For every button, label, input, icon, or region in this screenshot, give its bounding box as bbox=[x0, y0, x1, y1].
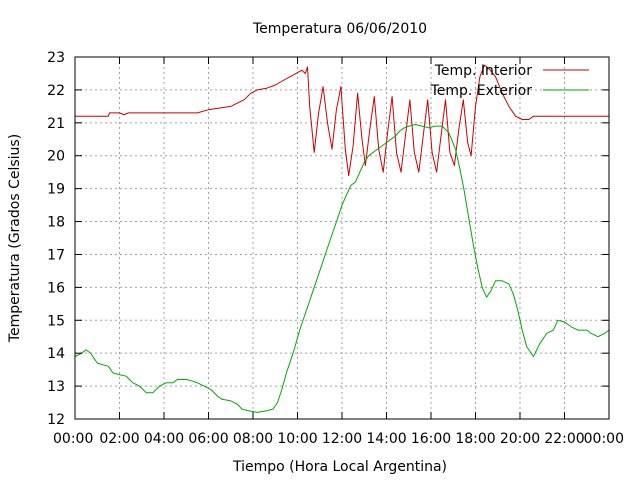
x-tick-label: 18:00 bbox=[455, 431, 495, 447]
y-tick-label: 19 bbox=[47, 182, 65, 198]
y-tick-label: 14 bbox=[47, 346, 65, 362]
x-tick-label: 00:00 bbox=[53, 431, 93, 447]
y-tick-label: 12 bbox=[47, 412, 65, 428]
y-tick-label: 21 bbox=[47, 116, 65, 132]
x-tick-label: 20:00 bbox=[500, 431, 540, 447]
series-line-interior bbox=[75, 64, 609, 176]
x-tick-label: 16:00 bbox=[411, 431, 451, 447]
x-tick-label: 04:00 bbox=[144, 431, 184, 447]
chart-title: Temperatura 06/06/2010 bbox=[252, 21, 427, 37]
y-tick-label: 22 bbox=[47, 83, 65, 99]
x-tick-label: 14:00 bbox=[366, 431, 406, 447]
x-tick-label: 22:00 bbox=[544, 431, 584, 447]
y-tick-label: 23 bbox=[47, 50, 65, 66]
x-tick-label: 12:00 bbox=[322, 431, 362, 447]
y-tick-label: 17 bbox=[47, 247, 65, 263]
y-ticks: 12 13 14 15 16 17 18 19 20 21 22 23 bbox=[47, 50, 609, 428]
series-line-exterior bbox=[74, 124, 610, 413]
legend-label: Temp. Exterior bbox=[430, 83, 533, 99]
x-tick-label: 10:00 bbox=[277, 431, 317, 447]
x-ticks: 00:00 02:00 04:00 06:00 08:00 10:00 12:00 14:00… bbox=[53, 57, 624, 447]
x-axis-label: Tiempo (Hora Local Argentina) bbox=[232, 459, 447, 475]
x-tick-label: 08:00 bbox=[233, 431, 273, 447]
y-tick-label: 20 bbox=[47, 149, 65, 165]
grid bbox=[75, 57, 609, 419]
y-tick-label: 15 bbox=[47, 313, 65, 329]
y-tick-label: 18 bbox=[47, 215, 65, 231]
y-tick-label: 16 bbox=[47, 280, 65, 296]
legend-label: Temp. Interior bbox=[434, 63, 533, 79]
legend: Temp. Interior Temp. Exterior bbox=[430, 63, 589, 99]
x-tick-label: 02:00 bbox=[99, 431, 139, 447]
y-tick-label: 13 bbox=[47, 379, 65, 395]
x-tick-label: 00:00 bbox=[584, 431, 624, 447]
x-tick-label: 06:00 bbox=[188, 431, 228, 447]
y-axis-label: Temperatura (Grados Celsius) bbox=[7, 134, 23, 343]
series-lines bbox=[74, 64, 610, 413]
